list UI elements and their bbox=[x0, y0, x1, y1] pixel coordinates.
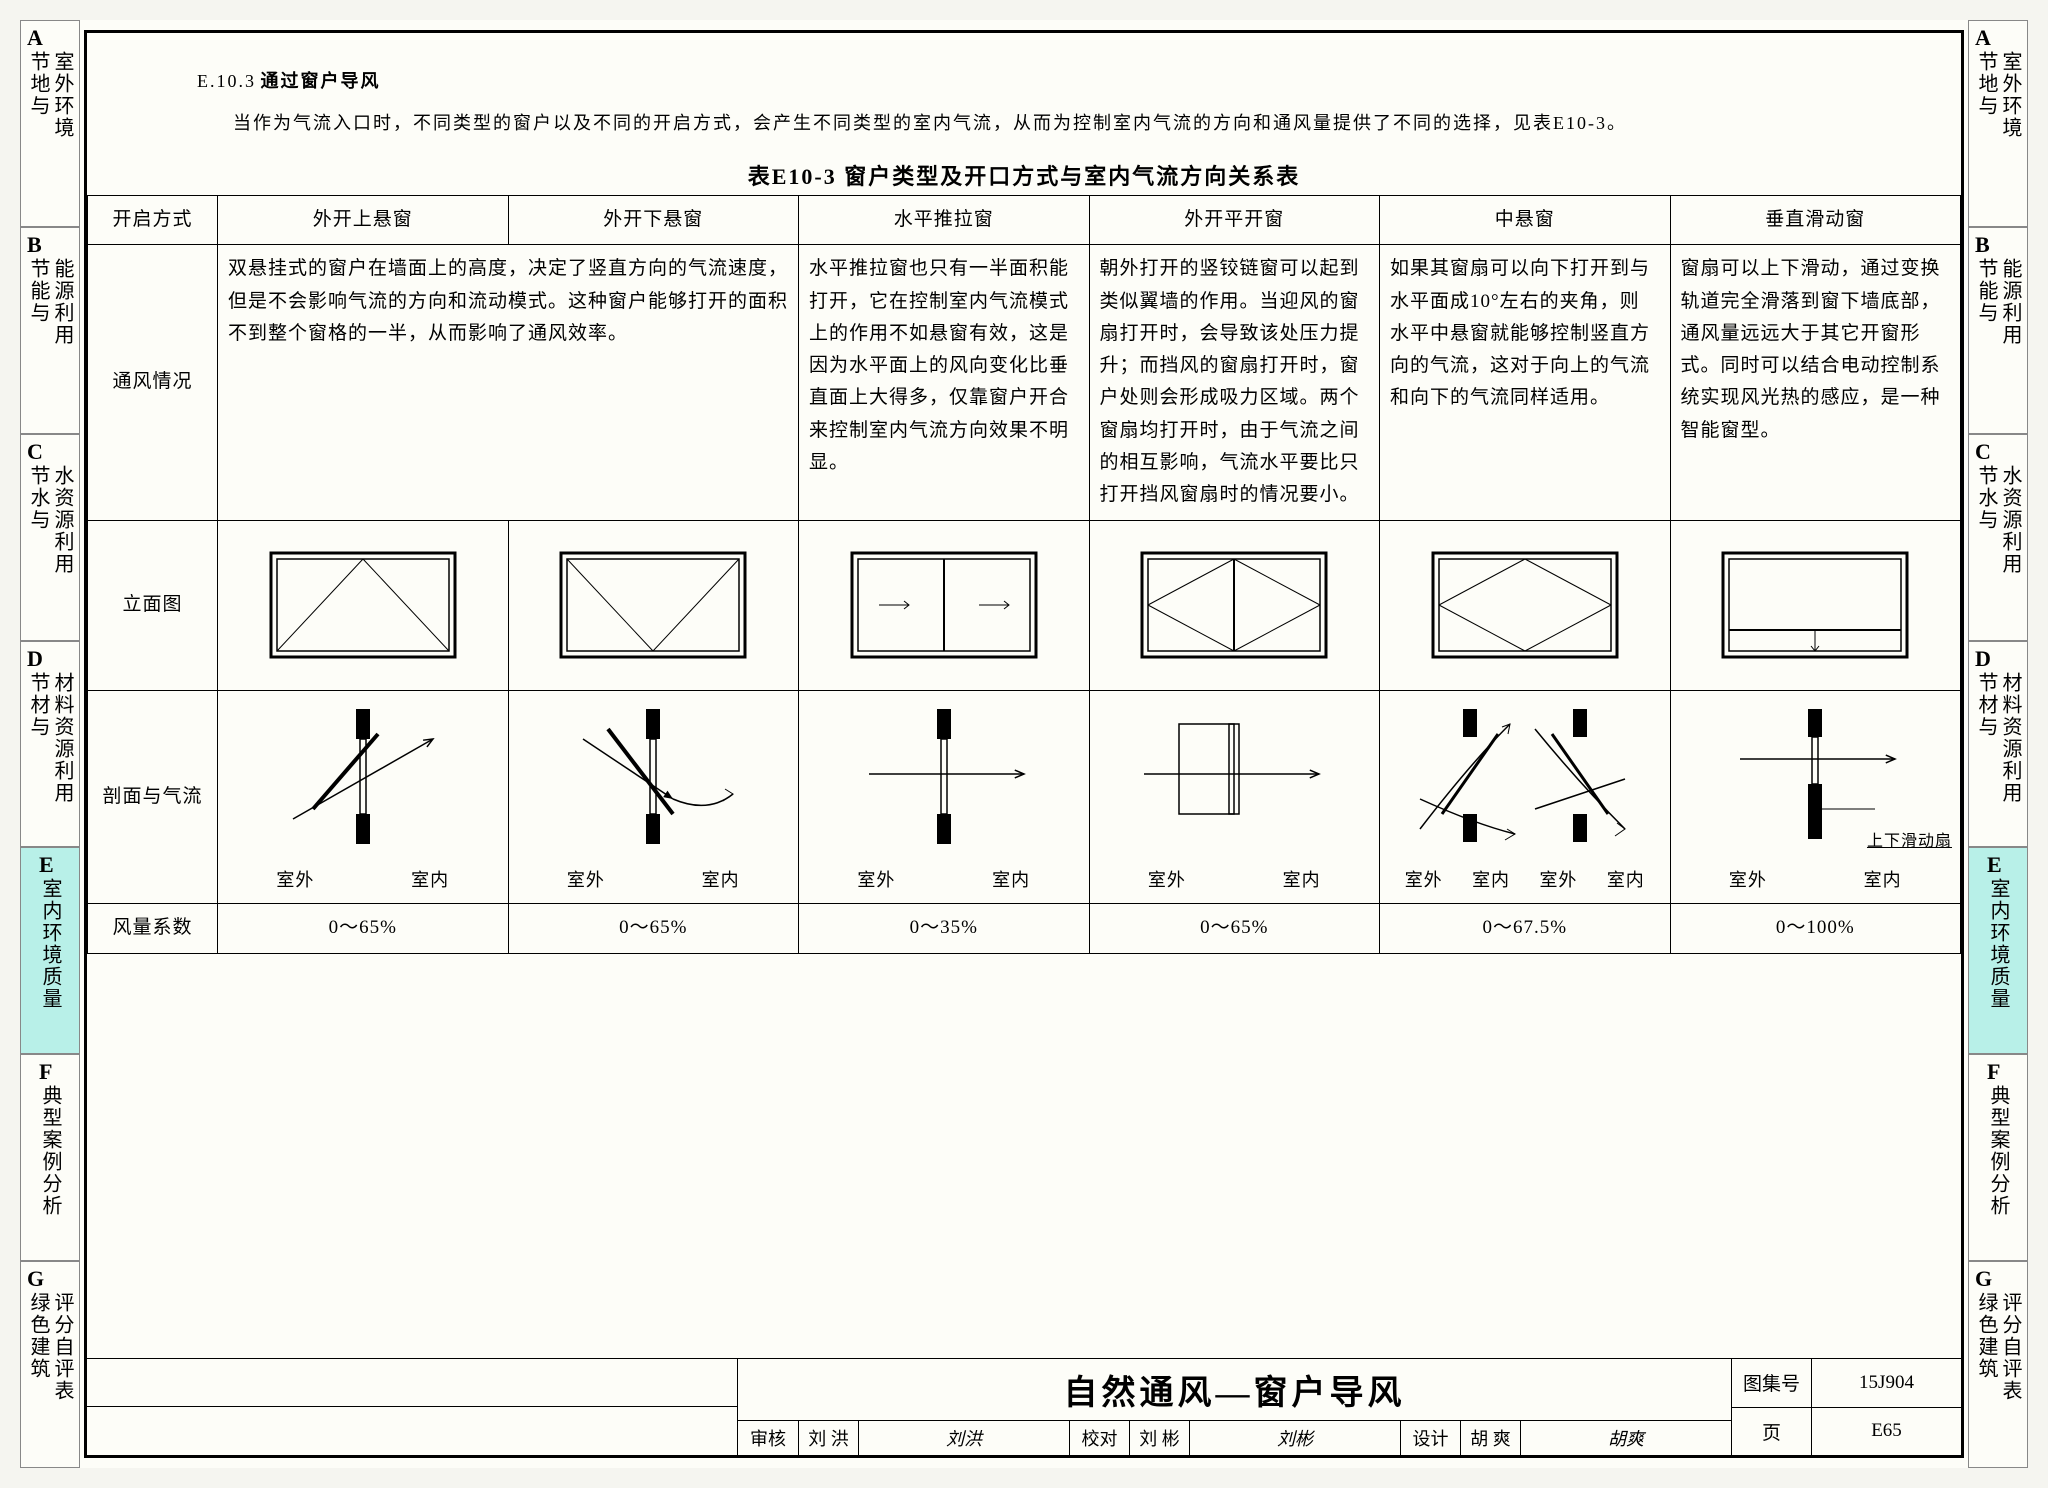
elevation-diagram bbox=[1134, 545, 1334, 665]
section-diagram bbox=[1124, 699, 1344, 869]
row-header: 立面图 bbox=[88, 520, 218, 690]
side-tab-D[interactable]: D节材与材料资源利用 bbox=[20, 641, 80, 848]
coeff-cell: 0～67.5% bbox=[1380, 904, 1671, 953]
col-header: 外开下悬窗 bbox=[508, 196, 799, 245]
sig-name: 刘 彬 bbox=[1129, 1421, 1189, 1455]
side-tab-E[interactable]: E室内环境质量 bbox=[20, 847, 80, 1054]
desc-cell: 朝外打开的竖铰链窗可以起到类似翼墙的作用。当迎风的窗扇打开时，会导致该处压力提升… bbox=[1089, 245, 1380, 520]
drawing-title: 自然通风—窗户导风 bbox=[738, 1359, 1731, 1420]
section-title: 通过窗户导风 bbox=[261, 71, 381, 91]
section-paragraph: 当作为气流入口时，不同类型的窗户以及不同的开启方式，会产生不同类型的室内气流，从… bbox=[197, 105, 1881, 141]
section-cell: 室外室内 bbox=[1089, 690, 1380, 904]
elevation-diagram bbox=[1715, 545, 1915, 665]
section-diagram bbox=[543, 699, 763, 869]
desc-cell: 水平推拉窗也只有一半面积能打开，它在控制室内气流模式上的作用不如悬窗有效，这是因… bbox=[799, 245, 1090, 520]
sig-role: 设计 bbox=[1400, 1421, 1460, 1455]
sig-name: 胡 爽 bbox=[1460, 1421, 1520, 1455]
elevation-cell bbox=[1670, 520, 1961, 690]
drawing-no: 15J904 bbox=[1812, 1359, 1961, 1407]
desc-cell: 窗扇可以上下滑动，通过变换轨道完全滑落到窗下墙底部，通风量远远大于其它开窗形式。… bbox=[1670, 245, 1961, 520]
elevation-diagram bbox=[1425, 545, 1625, 665]
coeff-cell: 0～100% bbox=[1670, 904, 1961, 953]
side-tab-B[interactable]: B节能与能源利用 bbox=[20, 227, 80, 434]
coeff-cell: 0～65% bbox=[1089, 904, 1380, 953]
side-tab-F[interactable]: F典型案例分析 bbox=[1968, 1054, 2028, 1261]
col-header: 外开平开窗 bbox=[1089, 196, 1380, 245]
row-header: 开启方式 bbox=[88, 196, 218, 245]
section-diagram bbox=[1415, 699, 1635, 869]
desc-cell: 如果其窗扇可以向下打开到与水平面成10°左右的夹角，则水平中悬窗就能够控制竖直方… bbox=[1380, 245, 1671, 520]
col-header: 水平推拉窗 bbox=[799, 196, 1090, 245]
col-header: 中悬窗 bbox=[1380, 196, 1671, 245]
section-cell: 室外室内 bbox=[508, 690, 799, 904]
elevation-cell bbox=[1089, 520, 1380, 690]
elevation-cell bbox=[799, 520, 1090, 690]
intro-block: E.10.3 通过窗户导风 当作为气流入口时，不同类型的窗户以及不同的开启方式，… bbox=[87, 33, 1961, 151]
section-cell: 室外室内 bbox=[218, 690, 509, 904]
row-header: 剖面与气流 bbox=[88, 690, 218, 904]
sig-signature: 刘洪 bbox=[858, 1421, 1069, 1455]
col-header: 垂直滑动窗 bbox=[1670, 196, 1961, 245]
side-tab-A[interactable]: A节地与室外环境 bbox=[20, 20, 80, 227]
sig-name: 刘 洪 bbox=[798, 1421, 858, 1455]
row-header: 风量系数 bbox=[88, 904, 218, 953]
elevation-cell bbox=[218, 520, 509, 690]
table-caption: 表E10-3 窗户类型及开口方式与室内气流方向关系表 bbox=[87, 159, 1961, 191]
side-tab-G[interactable]: G绿色建筑评分自评表 bbox=[1968, 1261, 2028, 1468]
side-tab-C[interactable]: C节水与水资源利用 bbox=[1968, 434, 2028, 641]
section-note: 上下滑动扇 bbox=[1867, 828, 1952, 855]
sig-signature: 刘彬 bbox=[1189, 1421, 1400, 1455]
side-tab-A[interactable]: A节地与室外环境 bbox=[1968, 20, 2028, 227]
page-no: E65 bbox=[1812, 1408, 1961, 1456]
section-cell: 室外室内 bbox=[799, 690, 1090, 904]
drawing-no-label: 图集号 bbox=[1732, 1359, 1812, 1407]
side-tab-G[interactable]: G绿色建筑评分自评表 bbox=[20, 1261, 80, 1468]
sig-role: 校对 bbox=[1069, 1421, 1129, 1455]
sig-signature: 胡爽 bbox=[1520, 1421, 1731, 1455]
row-header: 通风情况 bbox=[88, 245, 218, 520]
side-tab-F[interactable]: F典型案例分析 bbox=[20, 1054, 80, 1261]
side-tab-C[interactable]: C节水与水资源利用 bbox=[20, 434, 80, 641]
coeff-cell: 0～65% bbox=[218, 904, 509, 953]
left-tabs: A节地与室外环境B节能与能源利用C节水与水资源利用D节材与材料资源利用E室内环境… bbox=[20, 20, 80, 1468]
title-block-spacer bbox=[87, 1359, 737, 1455]
sig-role: 审核 bbox=[738, 1421, 798, 1455]
section-cell: 上下滑动扇室外室内 bbox=[1670, 690, 1961, 904]
elevation-cell bbox=[1380, 520, 1671, 690]
section-diagram bbox=[253, 699, 473, 869]
title-block-right: 图集号 15J904 页 E65 bbox=[1731, 1359, 1961, 1455]
section-diagram bbox=[834, 699, 1054, 869]
main-frame: E.10.3 通过窗户导风 当作为气流入口时，不同类型的窗户以及不同的开启方式，… bbox=[84, 30, 1964, 1458]
section-number: E.10.3 bbox=[197, 71, 256, 91]
side-tab-D[interactable]: D节材与材料资源利用 bbox=[1968, 641, 2028, 848]
section-cell: 室外室内室外室内 bbox=[1380, 690, 1671, 904]
side-tab-B[interactable]: B节能与能源利用 bbox=[1968, 227, 2028, 434]
right-tabs: A节地与室外环境B节能与能源利用C节水与水资源利用D节材与材料资源利用E室内环境… bbox=[1968, 20, 2028, 1468]
elevation-diagram bbox=[553, 545, 753, 665]
desc-cell: 双悬挂式的窗户在墙面上的高度，决定了竖直方向的气流速度，但是不会影响气流的方向和… bbox=[218, 245, 799, 520]
coeff-cell: 0～35% bbox=[799, 904, 1090, 953]
page: A节地与室外环境B节能与能源利用C节水与水资源利用D节材与材料资源利用E室内环境… bbox=[20, 20, 2028, 1468]
elevation-diagram bbox=[263, 545, 463, 665]
coeff-cell: 0～65% bbox=[508, 904, 799, 953]
col-header: 外开上悬窗 bbox=[218, 196, 509, 245]
main-table: 开启方式外开上悬窗外开下悬窗水平推拉窗外开平开窗中悬窗垂直滑动窗通风情况双悬挂式… bbox=[87, 195, 1961, 954]
elevation-cell bbox=[508, 520, 799, 690]
page-label: 页 bbox=[1732, 1408, 1812, 1456]
elevation-diagram bbox=[844, 545, 1044, 665]
title-block: 自然通风—窗户导风 审核刘 洪刘洪校对刘 彬刘彬设计胡 爽胡爽 图集号 15J9… bbox=[87, 1358, 1961, 1455]
side-tab-E[interactable]: E室内环境质量 bbox=[1968, 847, 2028, 1054]
